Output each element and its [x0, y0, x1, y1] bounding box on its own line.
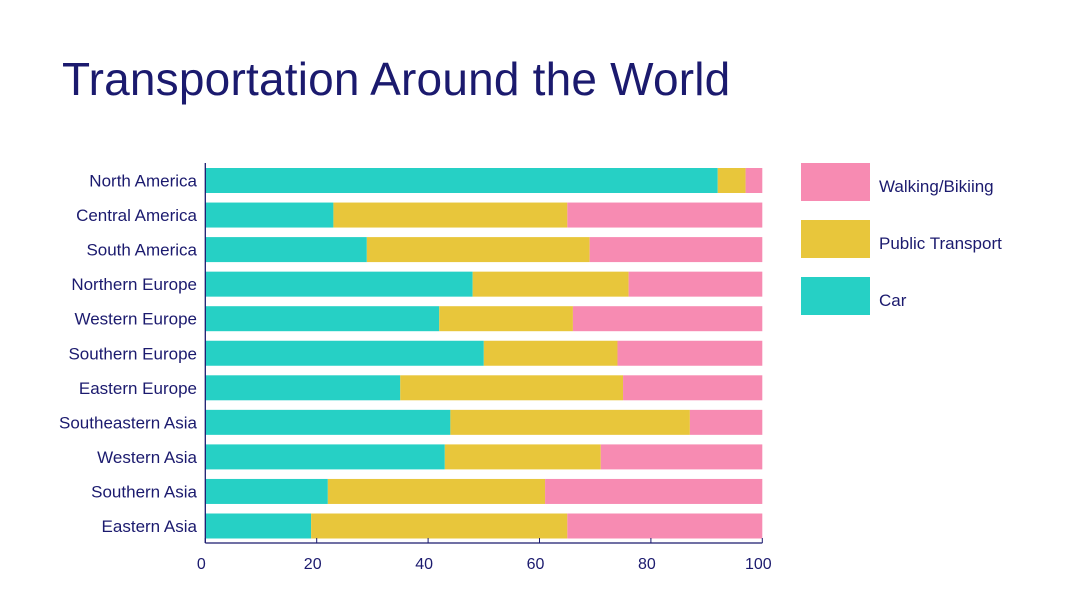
bar-southeastern-asia-car — [205, 409, 451, 435]
bar-central-america-walking-bikiing — [567, 202, 763, 228]
bar-northern-europe-public-transport — [472, 271, 629, 297]
bar-eastern-europe-car — [205, 375, 401, 401]
legend-label-car: Car — [879, 291, 907, 310]
bar-north-america-walking-bikiing — [745, 168, 763, 193]
category-label: North America — [89, 172, 197, 191]
bar-north-america-public-transport — [717, 168, 746, 193]
bar-southern-asia-public-transport — [327, 478, 546, 504]
x-tick-label: 60 — [527, 556, 545, 573]
bar-southern-europe-car — [205, 340, 484, 366]
bar-western-europe-public-transport — [439, 306, 573, 332]
x-tick-label: 0 — [197, 556, 206, 573]
category-label: South America — [86, 241, 197, 260]
bar-eastern-asia-public-transport — [311, 513, 568, 539]
bar-western-asia-walking-bikiing — [600, 444, 763, 470]
bar-northern-europe-car — [205, 271, 473, 297]
bars-group — [205, 168, 763, 539]
bar-eastern-asia-car — [205, 513, 312, 539]
category-label: Western Asia — [97, 448, 197, 467]
bar-western-europe-walking-bikiing — [572, 306, 763, 332]
bar-western-europe-car — [205, 306, 440, 332]
axes-group — [204, 163, 763, 544]
x-tick-label: 100 — [745, 556, 772, 573]
category-label: Western Europe — [74, 310, 197, 329]
bar-south-america-car — [205, 237, 367, 263]
bar-southeastern-asia-walking-bikiing — [689, 409, 763, 435]
legend-swatch-car — [801, 277, 870, 315]
bar-southeastern-asia-public-transport — [450, 409, 690, 435]
x-tick-label: 40 — [415, 556, 433, 573]
legend-label-walking-bikiing: Walking/Bikiing — [879, 177, 994, 196]
category-labels: North America Central America South Americ… — [59, 172, 198, 537]
chart-title: Transportation Around the World — [62, 53, 731, 105]
bar-southern-europe-public-transport — [483, 340, 618, 366]
bar-southern-europe-walking-bikiing — [617, 340, 763, 366]
bar-western-asia-public-transport — [444, 444, 601, 470]
bar-north-america-car — [205, 168, 718, 193]
legend: Walking/Bikiing Public Transport Car — [801, 163, 1002, 315]
x-tick-labels: 0 20 40 60 80 100 — [197, 556, 772, 573]
bar-eastern-europe-walking-bikiing — [623, 375, 763, 401]
bar-central-america-car — [205, 202, 334, 228]
category-label: Southeastern Asia — [59, 413, 198, 432]
bar-southern-asia-walking-bikiing — [545, 478, 763, 504]
bar-northern-europe-walking-bikiing — [628, 271, 763, 297]
category-label: Northern Europe — [71, 275, 197, 294]
legend-swatch-walking-bikiing — [801, 163, 870, 201]
category-label: Eastern Asia — [102, 517, 198, 536]
bar-south-america-walking-bikiing — [589, 237, 763, 263]
x-tick-label: 80 — [638, 556, 656, 573]
category-label: Southern Asia — [91, 482, 197, 501]
bar-south-america-public-transport — [366, 237, 590, 263]
bar-western-asia-car — [205, 444, 445, 470]
x-tick-label: 20 — [304, 556, 322, 573]
category-label: Southern Europe — [68, 344, 197, 363]
category-label: Eastern Europe — [79, 379, 197, 398]
bar-eastern-asia-walking-bikiing — [567, 513, 763, 539]
bar-southern-asia-car — [205, 478, 328, 504]
legend-label-public-transport: Public Transport — [879, 234, 1002, 253]
legend-swatch-public-transport — [801, 220, 870, 258]
category-label: Central America — [76, 206, 197, 225]
bar-eastern-europe-public-transport — [400, 375, 624, 401]
bar-central-america-public-transport — [333, 202, 568, 228]
